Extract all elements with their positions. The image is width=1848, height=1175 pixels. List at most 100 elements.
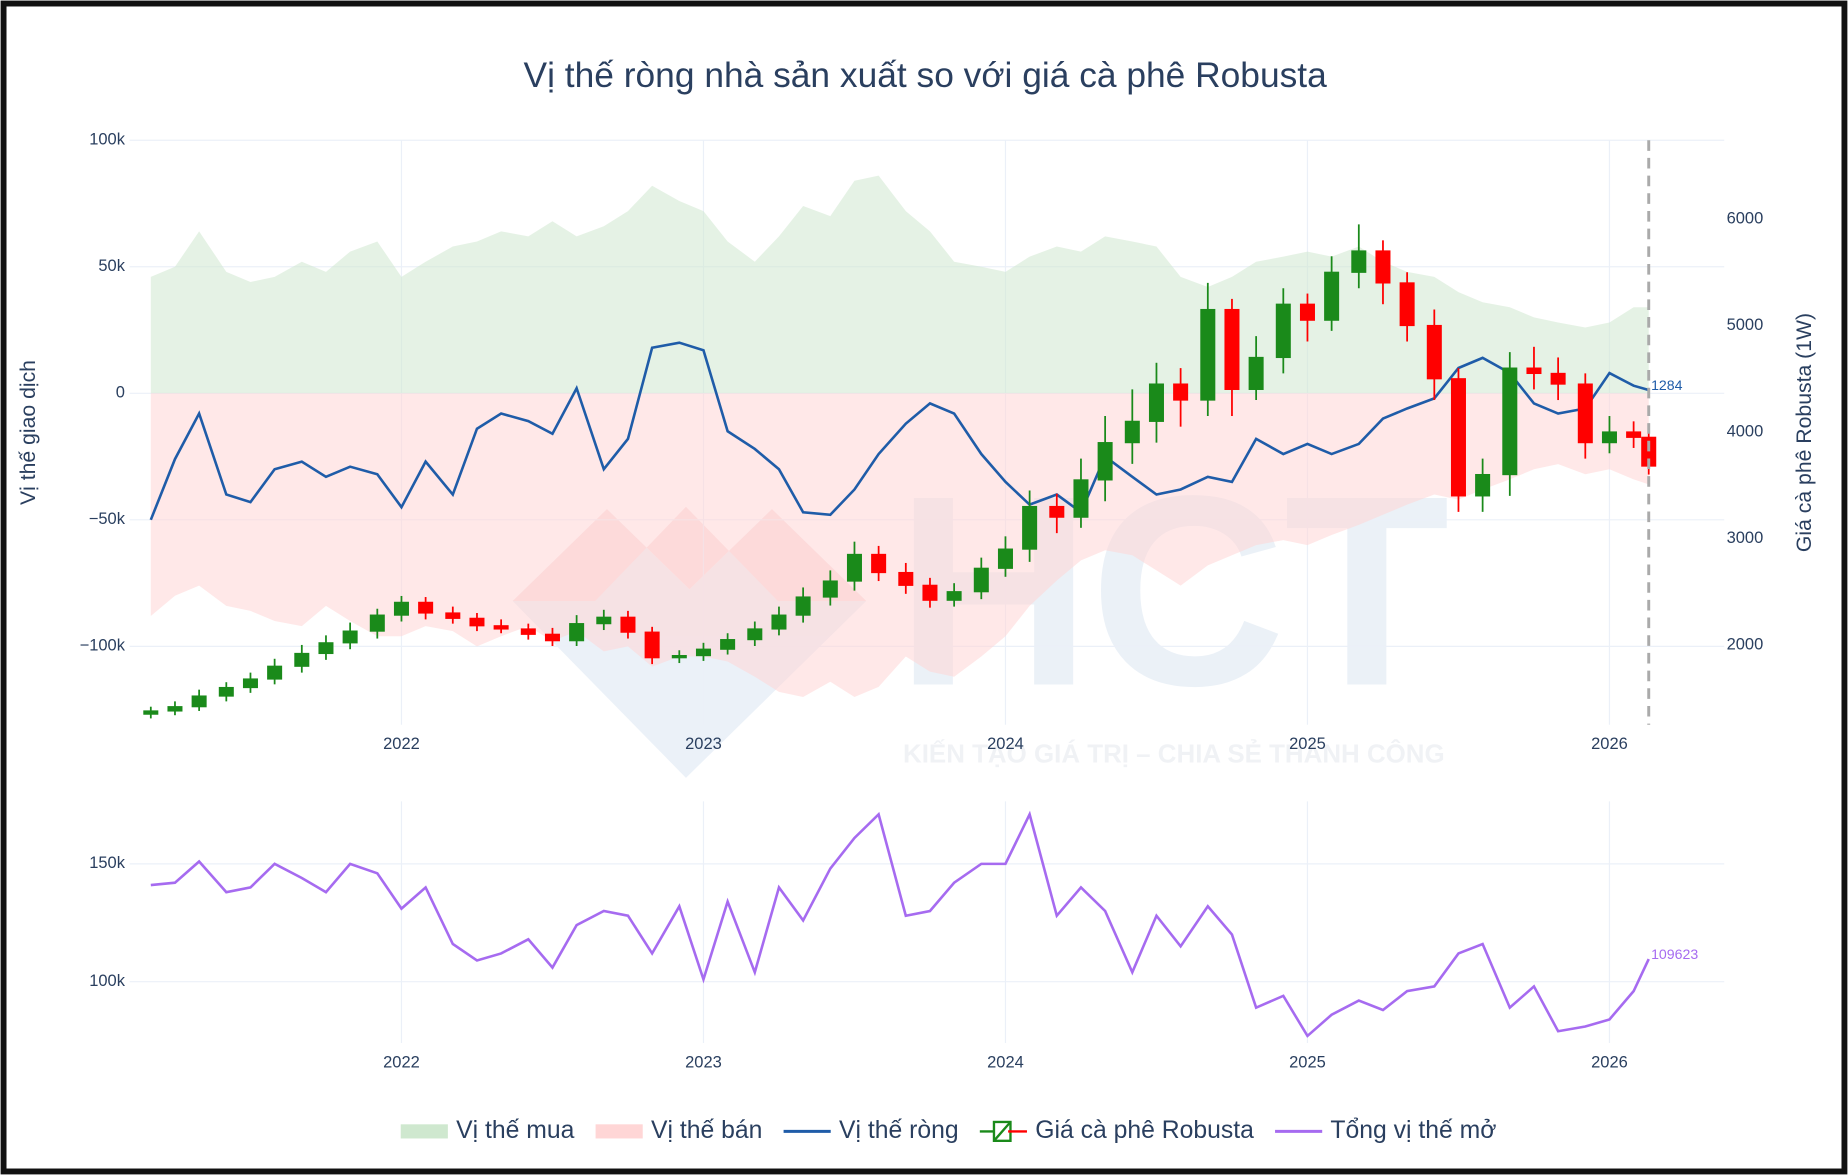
candle-body	[569, 623, 585, 642]
y-tick-label: 0	[116, 384, 125, 402]
candle-body	[1299, 303, 1315, 321]
candle-body	[218, 686, 234, 697]
legend-label: Vị thế mua	[456, 1117, 574, 1144]
legend-label: Giá cà phê Robusta	[1035, 1117, 1254, 1144]
y-tick-label: 100k	[89, 131, 126, 149]
candle-body	[1601, 431, 1617, 444]
y2-tick-label: 2000	[1727, 635, 1764, 653]
x-tick-label: 2026	[1591, 1053, 1628, 1071]
candle-body	[671, 655, 687, 659]
x-tick-label: 2024	[987, 735, 1024, 753]
legend-label: Vị thế bán	[651, 1117, 762, 1144]
y-axis-title: Vị thế giao dịch	[17, 360, 40, 505]
candle-body	[1526, 367, 1542, 375]
x-tick-label: 2025	[1289, 1053, 1326, 1071]
candle-body	[369, 614, 385, 632]
plot-layer: 1284	[143, 175, 1683, 719]
candle-body	[644, 631, 660, 659]
legend-label: Tổng vị thế mở	[1330, 1117, 1496, 1144]
x-tick-label: 2023	[685, 735, 722, 753]
candle-body	[1022, 505, 1038, 550]
candle-body	[1224, 308, 1240, 390]
y-tick-label: 50k	[98, 257, 125, 275]
candle-body	[898, 571, 914, 586]
candle-body	[1124, 420, 1140, 444]
y-tick-label: 150k	[89, 854, 126, 872]
candle-body	[318, 642, 334, 655]
x-tick-label: 2025	[1289, 735, 1326, 753]
candle-body	[393, 601, 409, 616]
legend-swatch	[400, 1124, 448, 1139]
candle-body	[520, 628, 536, 635]
y-tick-label: −100k	[80, 637, 126, 655]
candle-body	[1375, 250, 1391, 284]
candle-body	[1275, 303, 1291, 359]
candle-body	[1248, 356, 1264, 390]
candle-body	[544, 633, 560, 642]
legend: Vị thế mua Vị thế bán Vị thế ròng Giá cà ph…	[400, 1117, 1497, 1144]
candle-body	[973, 567, 989, 593]
grid	[129, 801, 1725, 1044]
candle-body	[795, 596, 811, 616]
candle-body	[1073, 479, 1089, 518]
legend-swatch	[993, 1121, 1012, 1142]
candle-body	[871, 553, 887, 574]
candle-body	[1550, 372, 1566, 385]
candle-body	[191, 695, 207, 708]
candle-body	[1148, 383, 1164, 422]
x-tick-label: 2022	[383, 735, 420, 753]
candle-body	[695, 648, 711, 657]
legend-swatch	[595, 1124, 643, 1139]
x-tick-label: 2023	[685, 1053, 722, 1071]
candle-body	[946, 591, 962, 601]
candle-body	[1502, 367, 1518, 476]
last-value-label: 1284	[1651, 377, 1683, 393]
candle-body	[1450, 378, 1466, 497]
candle-body	[620, 616, 636, 633]
candle-body	[143, 710, 159, 715]
candle-body	[771, 614, 787, 630]
watermark-slogan: KIẾN TẠO GIÁ TRỊ – CHIA SẺ THÀNH CÔNG	[903, 738, 1445, 768]
candle-body	[1200, 308, 1216, 401]
candle-body	[418, 601, 434, 614]
y2-axis-title: Giá cà phê Robusta (1W)	[1793, 313, 1816, 552]
line	[150, 810, 1650, 1038]
candle-body	[922, 584, 938, 601]
candle-body	[846, 553, 862, 582]
candle-body	[445, 612, 461, 619]
area	[150, 393, 1649, 697]
candle-body	[596, 616, 612, 625]
candle-body	[1173, 383, 1189, 401]
candle-body	[167, 706, 183, 712]
y2-tick-label: 4000	[1727, 422, 1764, 440]
candle-body	[822, 580, 838, 598]
y-tick-label: −50k	[89, 510, 126, 528]
candle-body	[1049, 505, 1065, 518]
candle-body	[1577, 383, 1593, 444]
candle-body	[720, 639, 736, 650]
x-tick-label: 2022	[383, 1053, 420, 1071]
legend-label: Vị thế ròng	[839, 1117, 959, 1144]
candle-body	[1475, 473, 1491, 497]
y2-tick-label: 5000	[1727, 316, 1764, 334]
chart-title: Vị thế ròng nhà sản xuất so với giá cà p…	[524, 56, 1328, 95]
plot-layer: 109623	[150, 810, 1698, 1038]
candle-body	[469, 617, 485, 627]
candle-body	[493, 625, 509, 630]
last-value-label: 109623	[1651, 946, 1698, 962]
candle-body	[1324, 271, 1340, 321]
y-tick-label: 100k	[89, 972, 126, 990]
candle-body	[1097, 442, 1113, 481]
line	[149, 341, 1650, 521]
candle-body	[1626, 431, 1642, 438]
x-tick-label: 2026	[1591, 735, 1628, 753]
candle-body	[747, 628, 763, 641]
area	[150, 175, 1649, 394]
candle-body	[294, 652, 310, 667]
y2-tick-label: 3000	[1727, 529, 1764, 547]
candle-body	[267, 665, 283, 680]
candle-body	[1399, 282, 1415, 327]
y2-tick-label: 6000	[1727, 209, 1764, 227]
x-tick-label: 2024	[987, 1053, 1024, 1071]
